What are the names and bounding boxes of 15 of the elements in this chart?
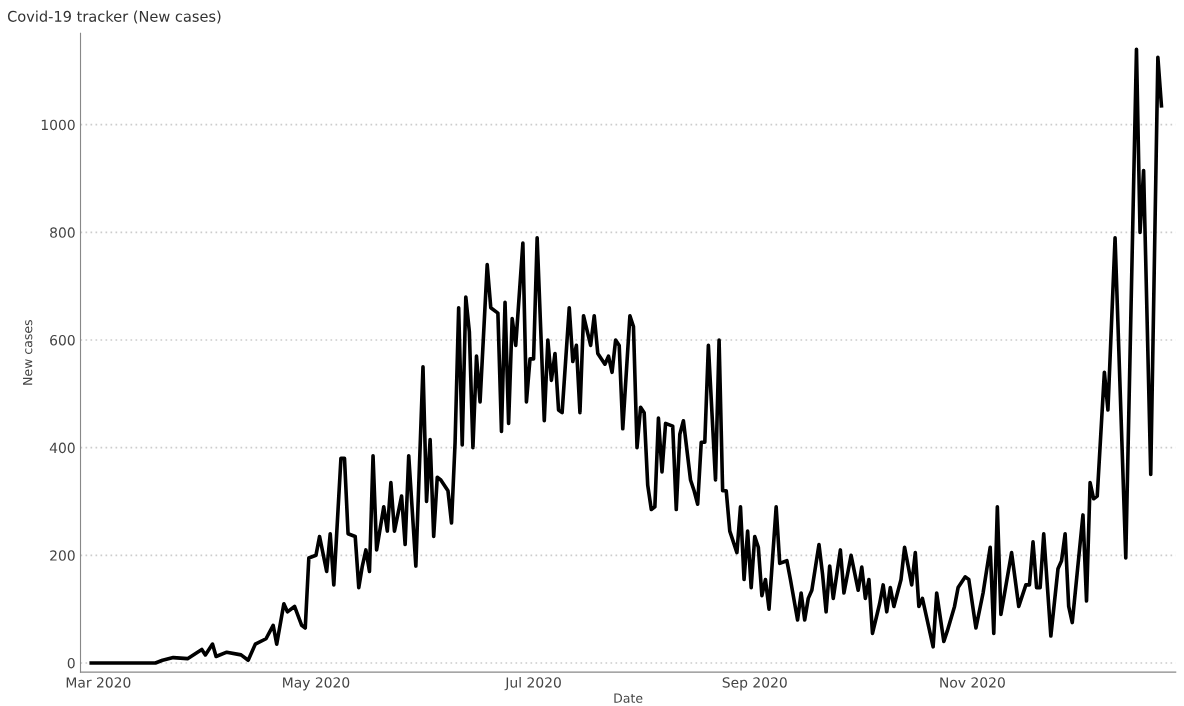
x-tick-label: Nov 2020 bbox=[940, 677, 1005, 688]
y-axis-title: New cases bbox=[23, 320, 33, 385]
x-tick-label: Jul 2020 bbox=[504, 676, 561, 691]
y-tick-label: 400 bbox=[49, 442, 75, 454]
y-tick-label: 800 bbox=[50, 227, 75, 238]
y-tick-label: 0 bbox=[67, 657, 75, 669]
line-series bbox=[89, 47, 1164, 665]
chart-title: Covid-19 tracker (New cases) bbox=[7, 10, 221, 24]
x-tick-label: Mar 2020 bbox=[66, 677, 131, 688]
y-tick-label: 600 bbox=[50, 334, 75, 346]
x-tick-label: Sep 2020 bbox=[722, 677, 787, 691]
y-tick-label: 1000 bbox=[41, 119, 75, 131]
x-axis-title: Date bbox=[614, 693, 643, 703]
y-tick-label: 200 bbox=[50, 550, 75, 561]
x-tick-label: May 2020 bbox=[283, 677, 350, 691]
